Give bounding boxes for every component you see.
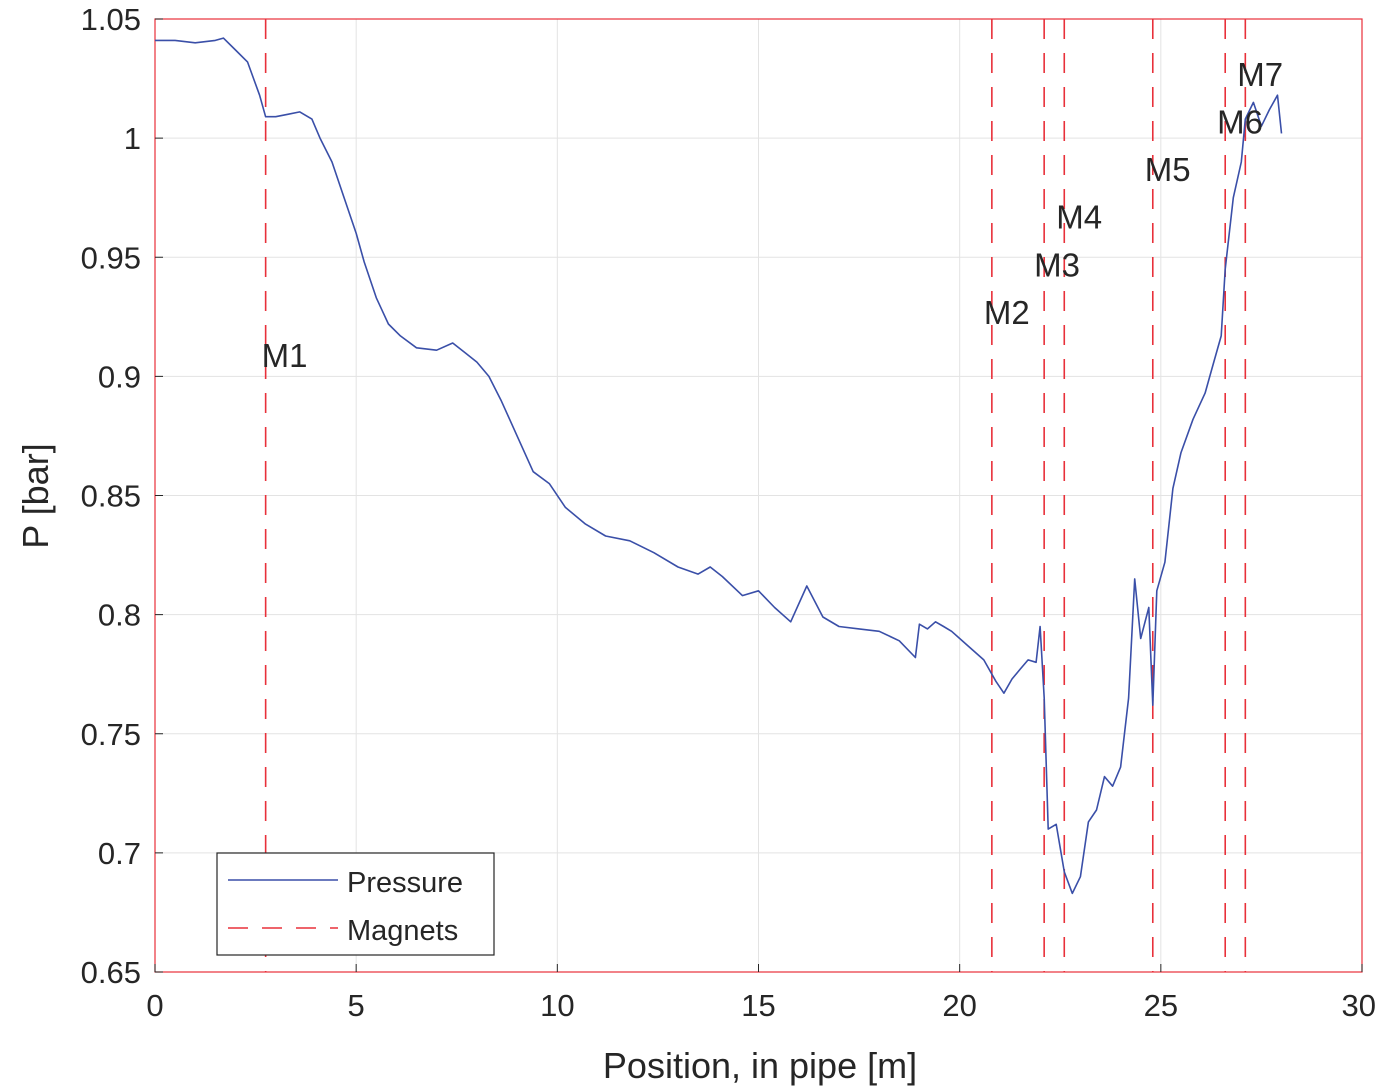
x-tick-label: 5 (348, 988, 365, 1023)
y-tick-label: 0.65 (81, 955, 141, 990)
legend-label-pressure: Pressure (347, 867, 463, 899)
y-tick-label: 0.85 (81, 479, 141, 514)
y-tick-label: 1.05 (81, 2, 141, 37)
pressure-series (155, 37, 1283, 895)
y-tick-label: 1 (124, 121, 141, 156)
magnet-label-m4: M4 (1056, 199, 1102, 236)
magnet-lines (264, 19, 1247, 972)
x-axis-ticks: 0 5 10 15 20 25 30 (146, 964, 1376, 1023)
y-tick-label: 0.95 (81, 240, 141, 275)
y-tick-label: 0.8 (98, 598, 141, 633)
legend: Pressure Magnets (216, 852, 495, 956)
legend-label-magnets: Magnets (347, 915, 458, 947)
y-axis-ticks: 0.65 0.7 0.75 0.8 0.85 0.9 0.95 1 1.05 (81, 2, 163, 990)
x-tick-label: 25 (1144, 988, 1178, 1023)
y-tick-label: 0.7 (98, 836, 141, 871)
x-tick-label: 0 (146, 988, 163, 1023)
magnet-label-m6: M6 (1217, 103, 1263, 140)
magnet-label-m1: M1 (262, 337, 308, 374)
y-tick-label: 0.9 (98, 359, 141, 394)
y-tick-label: 0.75 (81, 717, 141, 752)
magnet-label-m7: M7 (1237, 56, 1283, 93)
legend-box (216, 852, 495, 956)
x-tick-label: 15 (741, 988, 775, 1023)
magnet-label-m3: M3 (1034, 246, 1080, 283)
x-axis-label: Position, in pipe [m] (603, 1045, 917, 1086)
x-tick-label: 30 (1342, 988, 1376, 1023)
pressure-line (155, 37, 1283, 895)
magnet-label-m5: M5 (1145, 151, 1191, 188)
x-tick-label: 20 (942, 988, 976, 1023)
y-axis-label: P [bar] (15, 443, 56, 548)
x-tick-label: 10 (540, 988, 574, 1023)
magnet-label-m2: M2 (984, 294, 1030, 331)
